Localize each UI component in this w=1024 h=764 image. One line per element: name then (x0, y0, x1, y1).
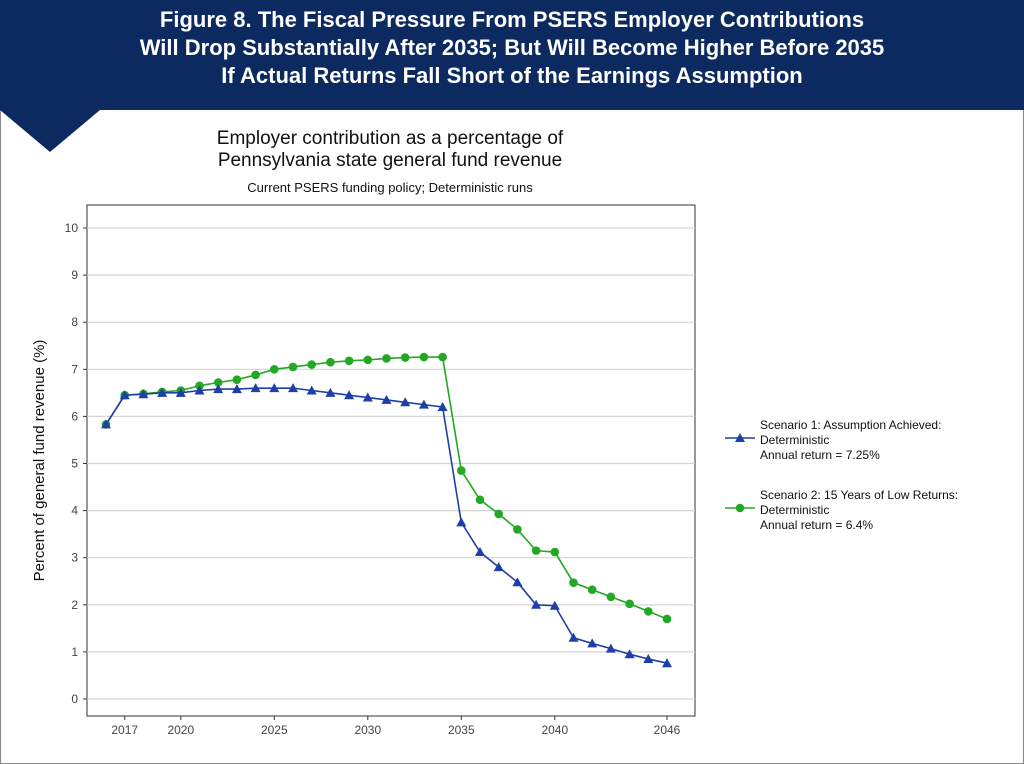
data-point-s2 (662, 614, 672, 624)
data-point-s2 (550, 547, 560, 557)
y-tick-label: 7 (71, 362, 78, 376)
data-point-s2 (531, 546, 541, 555)
data-point-s1 (475, 547, 485, 557)
x-tick-label: 2046 (654, 723, 681, 737)
data-point-s1 (325, 387, 336, 397)
y-tick-label: 5 (71, 457, 78, 471)
legend-label: Scenario 2: 15 Years of Low Returns: (760, 488, 959, 502)
data-point-s1 (119, 390, 130, 400)
x-tick-label: 2025 (261, 723, 288, 737)
data-point-s1 (456, 517, 467, 527)
y-tick-label: 6 (71, 409, 78, 423)
data-point-s2 (363, 355, 373, 365)
data-point-s2 (213, 378, 223, 387)
data-point-s2 (307, 360, 317, 369)
y-axis-label: Percent of general fund revenue (%) (31, 340, 48, 582)
data-point-s2 (587, 585, 597, 595)
data-point-s2 (569, 578, 578, 587)
data-point-s2 (419, 352, 429, 362)
figure-title-line: Will Drop Substantially After 2035; But … (139, 35, 885, 60)
chart-title: Employer contribution as a percentage of… (160, 128, 620, 172)
y-tick-label: 9 (71, 268, 78, 282)
data-point-s2 (625, 599, 634, 609)
data-point-s2 (438, 352, 447, 362)
data-point-s1 (213, 384, 224, 394)
legend-label: Annual return = 6.4% (760, 518, 874, 532)
title-banner (0, 0, 1024, 110)
data-point-s1 (624, 649, 635, 659)
data-point-s2 (382, 354, 391, 363)
chart-subtitle: Current PSERS funding policy; Determinis… (247, 180, 533, 195)
chart-title-line: Pennsylvania state general fund revenue (217, 150, 563, 171)
x-tick-label: 2035 (448, 723, 475, 737)
data-point-s1 (605, 643, 616, 653)
data-point-s1 (549, 600, 560, 610)
data-point-s1 (306, 385, 317, 395)
y-tick-label: 4 (71, 504, 78, 518)
y-tick-label: 8 (71, 315, 78, 329)
data-point-s2 (513, 525, 522, 534)
data-point-s1 (531, 599, 542, 609)
data-point-s1 (493, 562, 504, 572)
x-tick-label: 2017 (111, 723, 138, 737)
legend-label: Deterministic (760, 433, 830, 447)
legend-entry-2: Scenario 2: 15 Years of Low Returns: Det… (760, 488, 958, 533)
data-point-s1 (643, 653, 654, 663)
y-tick-label: 2 (71, 598, 78, 612)
x-tick-label: 2030 (354, 723, 381, 737)
data-point-s1 (568, 632, 579, 642)
data-point-s1 (344, 390, 355, 400)
data-point-s1 (381, 394, 392, 404)
y-tick-label: 3 (71, 551, 78, 565)
figure-title-line: Figure 8. The Fiscal Pressure From PSERS… (159, 7, 865, 32)
data-point-s2 (644, 607, 653, 616)
data-point-s2 (251, 370, 260, 380)
data-point-s1 (587, 638, 598, 648)
data-point-s2 (270, 365, 279, 374)
data-point-s1 (512, 577, 523, 587)
data-point-s1 (269, 383, 280, 393)
figure-title: Figure 8. The Fiscal Pressure From PSERS… (0, 6, 1024, 90)
data-point-s1 (288, 383, 298, 393)
data-point-s2 (475, 495, 485, 505)
x-tick-label: 2040 (541, 723, 568, 737)
x-tick-label: 2020 (167, 723, 194, 737)
data-point-s1 (231, 384, 242, 394)
data-point-s2 (232, 375, 242, 384)
y-tick-label: 10 (65, 221, 79, 235)
chart-title-line: Employer contribution as a percentage of (216, 128, 564, 149)
data-point-s1 (662, 658, 672, 668)
data-point-s1 (418, 399, 429, 409)
data-point-s2 (494, 509, 504, 519)
data-point-s1 (400, 397, 411, 407)
legend-label: Deterministic (760, 503, 830, 517)
y-tick-label: 1 (71, 645, 78, 659)
banner-notch (0, 110, 100, 152)
data-point-s2 (326, 357, 335, 367)
legend-entry-1: Scenario 1: Assumption Achieved: Determi… (760, 418, 941, 463)
y-tick-label: 0 (71, 692, 78, 706)
legend-marker-2 (735, 503, 745, 513)
data-point-s1 (138, 389, 149, 399)
data-point-s1 (362, 392, 373, 402)
data-point-s2 (288, 362, 298, 372)
data-point-s1 (437, 401, 448, 411)
data-point-s1 (157, 387, 168, 397)
legend-label: Scenario 1: Assumption Achieved: (760, 418, 942, 432)
data-point-s1 (194, 385, 205, 395)
legend-marker-1 (735, 433, 745, 442)
data-point-s2 (457, 466, 466, 475)
data-point-s1 (250, 383, 261, 393)
data-point-s2 (344, 356, 354, 366)
data-point-s1 (175, 387, 186, 397)
plot-panel (86, 204, 696, 717)
data-point-s2 (606, 592, 616, 602)
data-point-s2 (400, 353, 410, 362)
legend-label: Annual return = 7.25% (760, 448, 880, 462)
figure-title-line: If Actual Returns Fall Short of the Earn… (221, 63, 803, 88)
data-point-s1 (101, 419, 111, 429)
